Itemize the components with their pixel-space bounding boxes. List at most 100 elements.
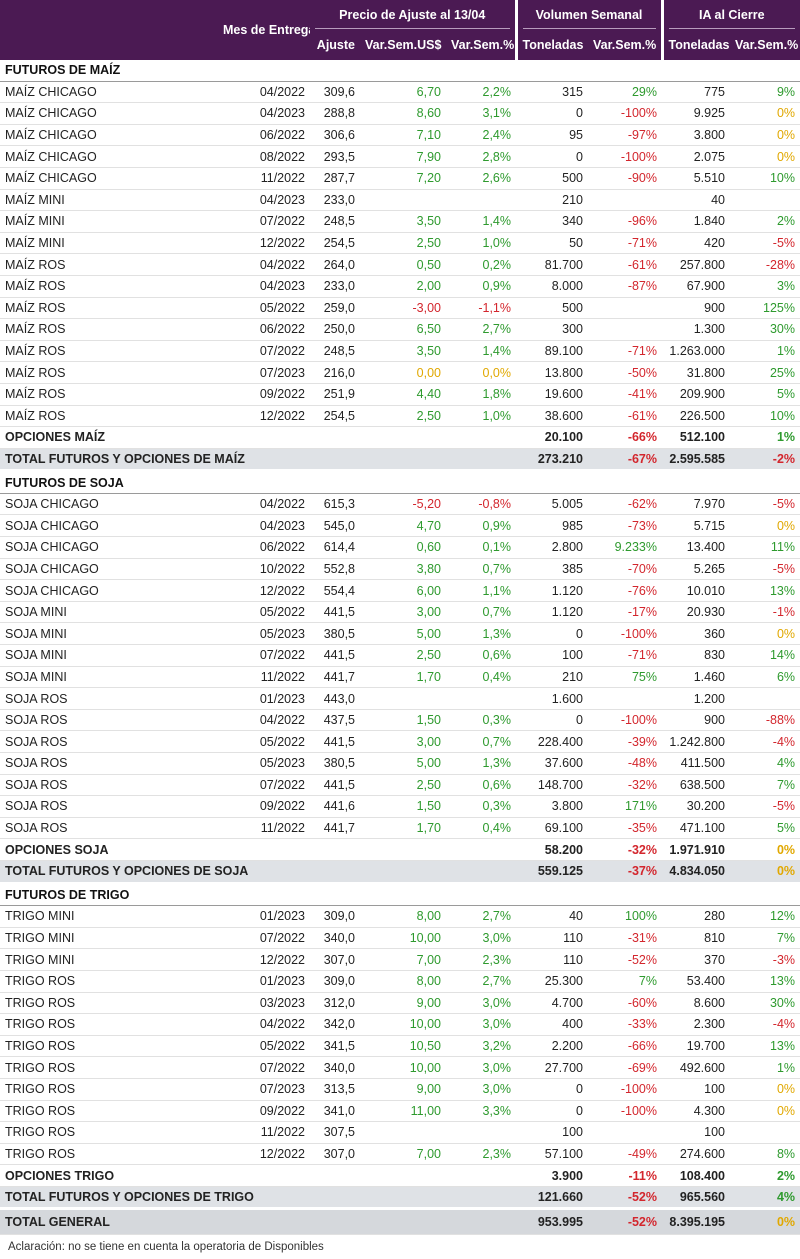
cell-volume-tons: 69.100 [516,817,588,840]
cell-ia-var: 0% [730,145,800,168]
cell-volume-var: -32% [588,774,662,797]
grand-total-label: TOTAL GENERAL [0,1208,516,1236]
cell-var-pct: 0,9% [446,275,516,298]
table-row: SOJA MINI 05/2023 380,5 5,00 1,3% 0 -100% 360 0% [0,622,800,646]
cell-volume-tons: 0 [516,1100,588,1123]
cell-volume-var: -62% [588,493,662,516]
cell-var-pct: 3,3% [446,1100,516,1123]
cell-ia-tons: 8.600 [662,992,730,1015]
cell-volume-tons: 3.800 [516,795,588,818]
table-row: SOJA ROS 01/2023 443,0 1.600 1.200 [0,687,800,710]
cell-var-pct: 3,2% [446,1035,516,1058]
cell-ia-tons: 810 [662,927,730,950]
cell-delivery-month: 06/2022 [218,318,310,341]
cell-var-usd: 2,50 [360,774,446,797]
table-row: MAÍZ MINI 04/2023 233,0 210 40 [0,189,800,212]
header-col-ia-ton: Toneladas [660,30,730,60]
table-row: MAÍZ CHICAGO 11/2022 287,7 7,20 2,6% 500 -90% 5… [0,167,800,190]
cell-delivery-month: 04/2022 [218,709,310,732]
cell-ia-tons: 19.700 [662,1035,730,1058]
cell-volume-tons: 0 [516,622,588,646]
cell-volume-var: -52% [588,1186,662,1211]
cell-var-usd: 7,20 [360,167,446,190]
section-title: FUTUROS DE MAÍZ [0,60,800,82]
cell-volume-tons: 3.900 [516,1164,588,1187]
cell-var-usd: 5,00 [360,752,446,775]
cell-ia-var: 5% [730,383,800,406]
section-header: FUTUROS DE SOJA [0,470,800,494]
cell-var-pct: 1,8% [446,383,516,406]
cell-product: MAÍZ ROS [0,318,218,341]
table-row: MAÍZ ROS 04/2022 264,0 0,50 0,2% 81.700 -61% 25… [0,253,800,276]
options-row: OPCIONES MAÍZ 20.100 -66% 512.100 1% [0,426,800,449]
cell-var-pct: 2,3% [446,948,516,971]
cell-volume-var: 75% [588,666,662,689]
cell-ia-var: 7% [730,927,800,950]
cell-delivery-month: 09/2022 [218,795,310,818]
cell-volume-tons: 110 [516,948,588,971]
cell-volume-tons: 95 [516,124,588,147]
cell-ia-tons: 471.100 [662,817,730,840]
cell-delivery-month: 09/2022 [218,383,310,406]
cell-ia-var: 10% [730,167,800,190]
cell-ia-tons: 67.900 [662,275,730,298]
table-row: TRIGO ROS 03/2023 312,0 9,00 3,0% 4.700 -60% 8.… [0,992,800,1015]
cell-volume-var [588,297,662,320]
cell-var-pct: 0,4% [446,666,516,689]
cell-delivery-month: 04/2022 [218,81,310,104]
cell-volume-tons: 210 [516,666,588,689]
cell-volume-var: -50% [588,361,662,384]
cell-volume-var [588,1121,662,1144]
section-total-row-label: TOTAL FUTUROS Y OPCIONES DE TRIGO [0,1186,516,1211]
cell-delivery-month: 09/2022 [218,1100,310,1123]
table-row: MAÍZ MINI 12/2022 254,5 2,50 1,0% 50 -71% 420 -5… [0,232,800,255]
cell-volume-var: -100% [588,1078,662,1101]
cell-ia-var: -5% [730,795,800,818]
table-header: Mes de Entrega Precio de Ajuste al 13/04… [0,0,800,60]
cell-ia-tons: 775 [662,81,730,104]
cell-product: SOJA CHICAGO [0,579,218,602]
cell-volume-var: -97% [588,124,662,147]
table-row: MAÍZ ROS 05/2022 259,0 -3,00 -1,1% 500 900 125% [0,297,800,320]
cell-product: TRIGO ROS [0,1035,218,1058]
cell-ia-tons: 965.560 [662,1186,730,1211]
cell-product: SOJA MINI [0,666,218,689]
table-row: SOJA ROS 05/2023 380,5 5,00 1,3% 37.600 -48% 41… [0,752,800,775]
cell-product: MAÍZ ROS [0,340,218,363]
table-row: SOJA CHICAGO 04/2022 615,3 -5,20 -0,8% 5.005-… [0,493,800,516]
cell-var-pct: 1,0% [446,405,516,428]
cell-volume-tons: 0 [516,145,588,168]
cell-volume-var: 100% [588,905,662,928]
cell-ia-var: 0% [730,622,800,646]
cell-volume-var: -73% [588,514,662,538]
table-row: SOJA MINI 11/2022 441,7 1,70 0,4% 210 75% 1.460… [0,666,800,689]
cell-volume-tons: 89.100 [516,340,588,363]
section-header: FUTUROS DE MAÍZ [0,60,800,82]
cell-volume-tons: 559.125 [516,860,588,885]
cell-ia-tons: 20.930 [662,601,730,624]
cell-var-usd: 9,00 [360,992,446,1015]
cell-ia-var: 9% [730,81,800,104]
cell-volume-var: -69% [588,1056,662,1079]
cell-volume-tons: 25.300 [516,970,588,993]
cell-ia-tons: 4.834.050 [662,860,730,885]
cell-ia-tons: 1.200 [662,687,730,710]
cell-volume-tons: 4.700 [516,992,588,1015]
cell-volume-var: -87% [588,275,662,298]
cell-volume-var: -32% [588,838,662,861]
cell-ajuste: 441,6 [310,795,360,818]
cell-delivery-month: 07/2022 [218,210,310,233]
cell-var-pct: 2,4% [446,124,516,147]
cell-volume-tons: 2.800 [516,536,588,559]
cell-volume-var: -76% [588,579,662,602]
cell-volume-var: -100% [588,1100,662,1123]
cell-var-pct: 0,7% [446,601,516,624]
cell-ia-var: 14% [730,644,800,667]
cell-volume-tons: 8.000 [516,275,588,298]
cell-ia-tons: 3.800 [662,124,730,147]
table-row: TRIGO ROS 11/2022 307,5 100 100 [0,1121,800,1144]
cell-ia-var: 6% [730,666,800,689]
cell-delivery-month: 11/2022 [218,666,310,689]
cell-product: TRIGO ROS [0,1013,218,1036]
cell-var-pct: -0,8% [446,493,516,516]
